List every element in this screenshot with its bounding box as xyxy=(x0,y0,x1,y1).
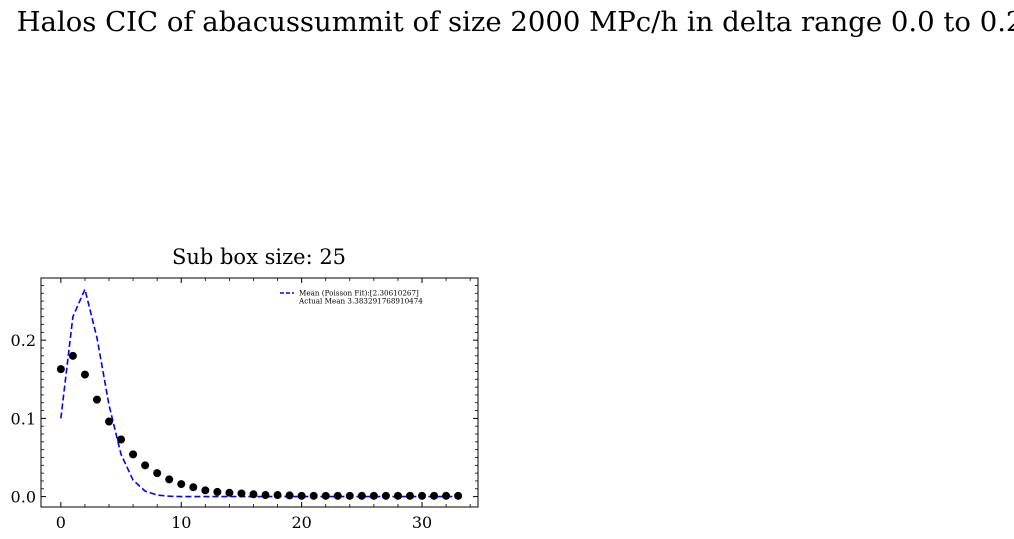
data-point xyxy=(56,365,65,374)
data-point xyxy=(418,491,427,500)
data-point xyxy=(129,450,138,459)
data-point xyxy=(213,487,222,496)
data-point xyxy=(153,469,162,478)
data-point xyxy=(117,435,126,444)
data-point xyxy=(177,480,186,489)
data-point xyxy=(369,491,378,500)
plot-title: Sub box size: 25 xyxy=(172,245,346,269)
data-point xyxy=(357,491,366,500)
legend-entry-poisson-fit: Mean (Poisson Fit):[2.30610267] xyxy=(299,289,419,298)
x-tick-label: 10 xyxy=(171,513,191,532)
data-point xyxy=(165,475,174,484)
data-point xyxy=(321,491,330,500)
figure-suptitle: Halos CIC of abacussummit of size 2000 M… xyxy=(17,6,1014,38)
y-tick-label: 0.1 xyxy=(11,409,36,428)
data-point xyxy=(454,491,463,500)
data-point xyxy=(285,491,294,500)
series-layer xyxy=(56,286,463,500)
data-point xyxy=(273,491,282,500)
data-point xyxy=(92,395,101,404)
major-ticks xyxy=(41,278,478,507)
y-tick-label: 0.0 xyxy=(11,488,36,507)
data-point xyxy=(261,491,270,500)
minor-ticks xyxy=(41,278,478,507)
data-point xyxy=(189,483,198,492)
x-tick-label: 20 xyxy=(291,513,311,532)
data-point xyxy=(80,370,89,379)
x-tick-label: 0 xyxy=(56,513,66,532)
data-point xyxy=(249,490,258,499)
data-point xyxy=(201,486,210,495)
data-point xyxy=(141,461,150,470)
data-point xyxy=(237,489,246,498)
data-point xyxy=(225,488,234,497)
data-point xyxy=(333,491,342,500)
legend: Mean (Poisson Fit):[2.30610267]Actual Me… xyxy=(280,289,423,306)
y-tick-label: 0.2 xyxy=(11,331,36,350)
data-point xyxy=(345,491,354,500)
tick-labels: 0 10 20 30 0.0 0.1 0.2 xyxy=(11,331,433,532)
data-point xyxy=(405,491,414,500)
plot-area: 0 10 20 30 0.0 0.1 0.2 Mean (Poisson Fit):[2.3… xyxy=(11,277,479,532)
data-point xyxy=(309,491,318,500)
legend-entry-actual-mean: Actual Mean 3.383291768910474 xyxy=(298,297,423,306)
data-point xyxy=(68,351,77,360)
data-point xyxy=(381,491,390,500)
data-point xyxy=(393,491,402,500)
axes-frame xyxy=(40,277,479,508)
poisson-fit-line xyxy=(60,286,459,498)
data-point xyxy=(105,417,114,426)
data-point xyxy=(297,491,306,500)
x-tick-label: 30 xyxy=(412,513,432,532)
data-point xyxy=(430,491,439,500)
data-point xyxy=(442,491,451,500)
